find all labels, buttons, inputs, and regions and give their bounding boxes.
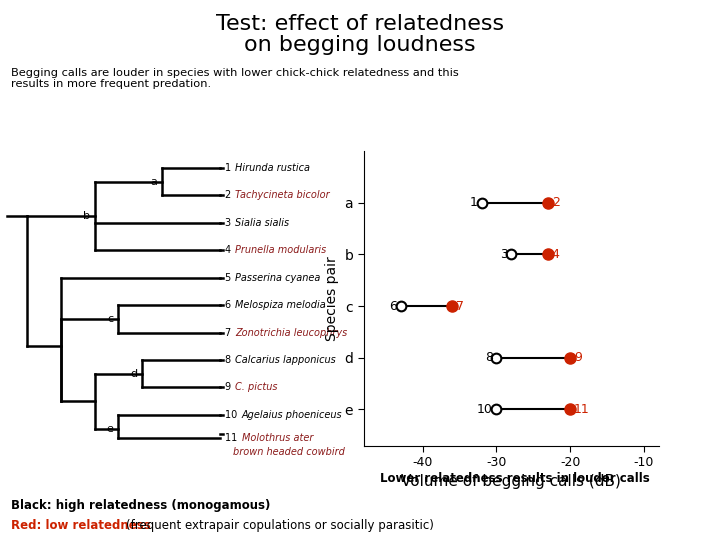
Text: 6: 6 <box>225 300 234 310</box>
Text: 5: 5 <box>225 273 235 282</box>
Text: Melospiza melodia: Melospiza melodia <box>235 300 326 310</box>
Text: Sialia sialis: Sialia sialis <box>235 218 289 228</box>
Text: 10: 10 <box>477 403 492 416</box>
Text: Red: low relatedness: Red: low relatedness <box>11 519 155 532</box>
Text: d: d <box>130 369 137 379</box>
Text: 4: 4 <box>552 248 559 261</box>
Y-axis label: Species pair: Species pair <box>325 256 338 341</box>
Text: 1: 1 <box>470 197 478 210</box>
Text: 2: 2 <box>225 190 235 200</box>
Text: Zonotrichia leucophrys: Zonotrichia leucophrys <box>235 328 348 338</box>
Text: 8: 8 <box>225 355 234 365</box>
Text: Calcarius lapponicus: Calcarius lapponicus <box>235 355 336 365</box>
Text: Molothrus ater: Molothrus ater <box>242 433 313 443</box>
Text: 7: 7 <box>225 328 235 338</box>
Text: Agelaius phoeniceus: Agelaius phoeniceus <box>242 410 343 420</box>
Text: a: a <box>150 177 158 187</box>
Text: C. pictus: C. pictus <box>235 382 278 393</box>
Text: 11: 11 <box>574 403 590 416</box>
Text: 4: 4 <box>225 245 234 255</box>
Text: Tachycineta bicolor: Tachycineta bicolor <box>235 190 330 200</box>
Text: Test: effect of relatedness: Test: effect of relatedness <box>216 14 504 33</box>
Text: 7: 7 <box>456 300 464 313</box>
Text: 9: 9 <box>225 382 234 393</box>
Text: (frequent extrapair copulations or socially parasitic): (frequent extrapair copulations or socia… <box>126 519 434 532</box>
Text: 2: 2 <box>552 197 559 210</box>
Text: 3: 3 <box>225 218 234 228</box>
Text: Passerina cyanea: Passerina cyanea <box>235 273 320 282</box>
Text: 10: 10 <box>225 410 240 420</box>
Text: c: c <box>107 314 113 324</box>
Text: e: e <box>107 423 113 434</box>
X-axis label: Volume of begging calls (dB): Volume of begging calls (dB) <box>401 475 621 489</box>
Text: Begging calls are louder in species with lower chick-chick relatedness and this
: Begging calls are louder in species with… <box>11 68 459 89</box>
Text: brown headed cowbird: brown headed cowbird <box>233 447 346 457</box>
Text: 6: 6 <box>389 300 397 313</box>
Text: 3: 3 <box>500 248 508 261</box>
Text: 9: 9 <box>574 351 582 364</box>
Text: b: b <box>83 211 90 221</box>
Text: Prunella modularis: Prunella modularis <box>235 245 326 255</box>
Text: 11: 11 <box>225 433 240 443</box>
Text: 8: 8 <box>485 351 492 364</box>
Text: 1: 1 <box>225 163 234 173</box>
Text: Hirunda rustica: Hirunda rustica <box>235 163 310 173</box>
Text: Black: high relatedness (monogamous): Black: high relatedness (monogamous) <box>11 500 270 512</box>
Text: Lower relatedness results in louder calls: Lower relatedness results in louder call… <box>380 472 649 485</box>
Text: on begging loudness: on begging loudness <box>244 35 476 55</box>
